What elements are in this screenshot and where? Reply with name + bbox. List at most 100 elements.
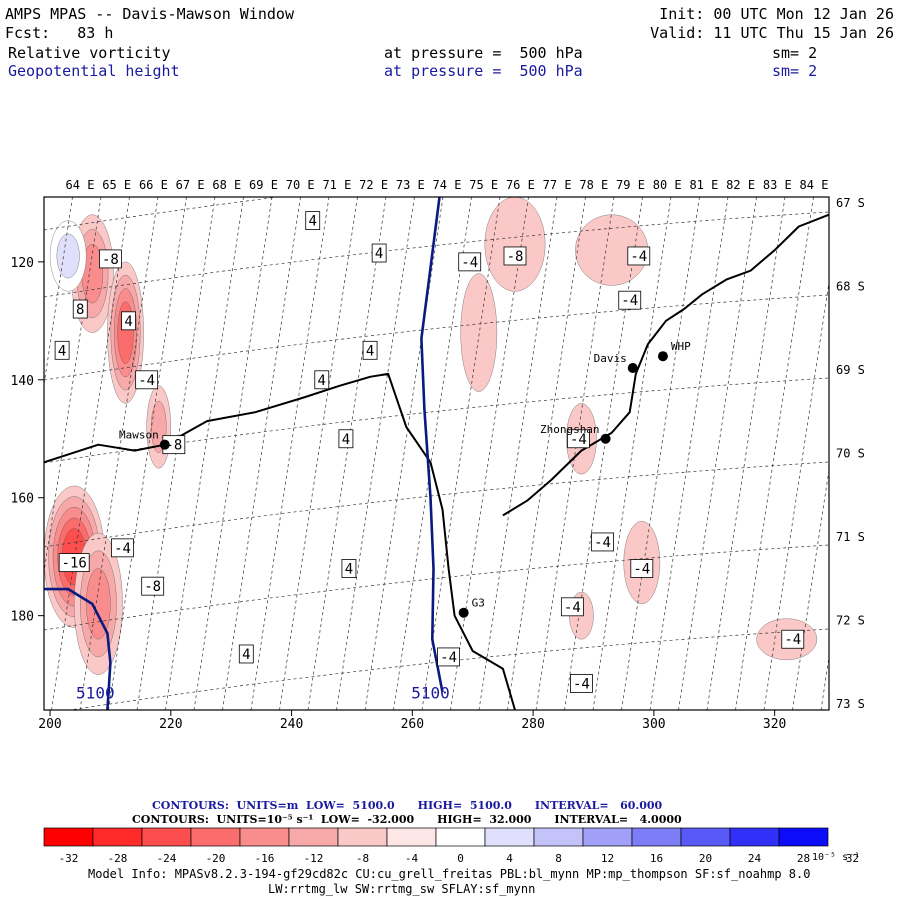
meridian-line <box>564 197 643 710</box>
contour-label-text: 4 <box>58 343 66 359</box>
longitude-label: 67 E <box>176 178 205 192</box>
contour-label: -4 <box>627 246 651 266</box>
contour-label: -8 <box>99 249 122 269</box>
meridian-line <box>592 197 672 710</box>
meridian-line <box>878 197 900 710</box>
longitude-label: 80 E <box>653 178 682 192</box>
contour-label-box <box>58 553 90 572</box>
vorticity-shade <box>117 301 134 364</box>
longitude-label: 81 E <box>689 178 718 192</box>
height-label: 5100 <box>76 683 115 702</box>
contour-label-text: -4 <box>630 249 647 265</box>
vorticity-contour-info: CONTOURS: UNITS=10⁻⁵ s⁻¹ LOW= -32.000 HI… <box>132 813 682 826</box>
contour-label: 4 <box>238 644 254 664</box>
contour-label-box <box>437 647 460 667</box>
meridian-line <box>79 197 159 710</box>
longitude-label: 68 E <box>212 178 241 192</box>
field2-name: Geopotential height <box>8 62 180 80</box>
contour-label: 4 <box>54 340 70 360</box>
meridian-line <box>792 467 829 710</box>
contour-label: -4 <box>781 629 805 649</box>
contour-label: 4 <box>371 243 387 263</box>
vorticity-blob <box>146 385 172 469</box>
contour-label-text: 4 <box>124 314 132 330</box>
station-label: Zhongshan <box>540 423 600 436</box>
meridian-line <box>735 197 814 710</box>
init-time: Init: 00 UTC Mon 12 Jan 26 <box>659 5 894 23</box>
meridian-line <box>450 197 529 710</box>
contour-label-text: 4 <box>342 432 350 448</box>
meridian-line <box>44 197 45 200</box>
x-tick-label: 300 <box>642 717 665 732</box>
colorbar-tick-label: 32 <box>846 852 859 865</box>
longitude-label: 73 E <box>396 178 425 192</box>
contour-label-text: -8 <box>165 438 182 454</box>
colorbar-cell <box>778 827 829 847</box>
contour-label-text: 4 <box>242 647 250 663</box>
field1-name: Relative vorticity <box>8 44 171 62</box>
longitude-label: 69 E <box>249 178 278 192</box>
field1-level: at pressure = 500 hPa <box>384 44 583 62</box>
contour-label-box <box>627 246 651 266</box>
contour-label-box <box>567 429 590 449</box>
vorticity-shade <box>56 233 80 279</box>
meridian-line <box>649 197 729 710</box>
meridian-line <box>421 197 501 710</box>
contour-label-text: -8 <box>507 249 524 265</box>
colorbar-tick-label: -4 <box>405 852 419 865</box>
contour-label: -8 <box>503 246 527 266</box>
height-contour <box>44 587 112 710</box>
colorbar-cell <box>582 827 633 847</box>
contour-label-box <box>121 311 136 331</box>
latitude-label: 67 S <box>836 196 865 210</box>
meridian-line <box>364 197 444 710</box>
colorbar-units: 10⁻⁵ s⁻¹ <box>812 852 860 863</box>
contour-label: 4 <box>314 370 330 390</box>
contour-label: 4 <box>341 559 357 578</box>
station-marker <box>159 439 170 450</box>
longitude-label: 83 E <box>763 178 792 192</box>
contour-label: -4 <box>630 559 654 578</box>
contour-label-box <box>630 559 654 578</box>
y-tick-label: 120 <box>11 256 34 271</box>
contour-label-box <box>458 252 482 272</box>
model-info-2: LW:rrtmg_lw SW:rrtmg_sw SFLAY:sf_mynn <box>268 882 536 896</box>
colorbar-tick-label: 4 <box>506 852 513 865</box>
contour-label-text: -4 <box>621 293 638 309</box>
longitude-label: 64 E <box>66 178 95 192</box>
model-info-1: Model Info: MPASv8.2.3-194-gf29cd82c CU:… <box>88 867 811 881</box>
contour-label-box <box>135 370 159 390</box>
colorbar-tick-label: 12 <box>601 852 614 865</box>
colorbar-cell <box>680 827 731 847</box>
latitude-label: 68 S <box>836 280 865 294</box>
latitude-label: 70 S <box>836 447 865 461</box>
contour-label-box <box>618 290 642 310</box>
longitude-label: 79 E <box>616 178 645 192</box>
contour-label: 8 <box>72 299 88 319</box>
contour-label: -4 <box>618 290 642 310</box>
contour-label-text: 4 <box>366 343 374 359</box>
longitude-label: 75 E <box>469 178 498 192</box>
colorbar-tick-label: -20 <box>206 852 226 865</box>
station-marker <box>627 363 638 373</box>
contour-label-box <box>362 340 378 360</box>
longitude-label: 71 E <box>322 178 351 192</box>
contour-label: -4 <box>437 647 460 667</box>
latitude-label: 69 S <box>836 363 865 377</box>
contour-label: -8 <box>141 576 165 596</box>
meridian-line <box>706 197 786 710</box>
longitude-label: 72 E <box>359 178 388 192</box>
contour-label: -8 <box>162 435 186 455</box>
contour-label-text: -4 <box>633 561 650 577</box>
meridian-line <box>307 197 387 710</box>
meridian-line <box>336 197 415 710</box>
contour-label: -4 <box>111 538 134 558</box>
meridian-line <box>478 197 558 710</box>
contour-label-text: -16 <box>62 556 87 572</box>
colorbar-cell <box>43 827 94 847</box>
contour-label-text: -8 <box>102 252 119 268</box>
contour-label: -16 <box>58 553 90 572</box>
colorbar-tick-label: -28 <box>108 852 128 865</box>
x-tick-label: 240 <box>280 717 303 732</box>
colorbar-cell <box>190 827 241 847</box>
